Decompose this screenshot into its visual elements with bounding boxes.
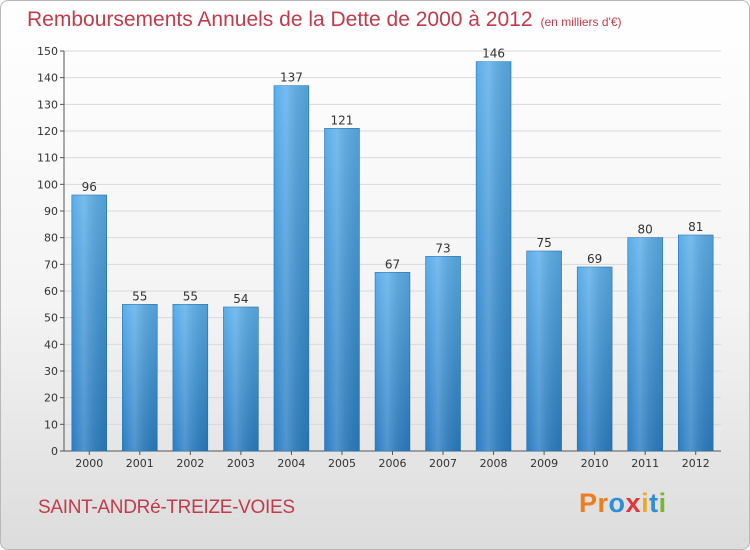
y-tick-label: 120 [37, 125, 58, 138]
bar-shine [627, 237, 663, 451]
value-labels: 96 2000 55 2001 55 2002 54 2003 137 2004 121 2005 67… [75, 47, 709, 470]
y-tick-label: 50 [44, 312, 58, 325]
y-tick-label: 80 [44, 232, 58, 245]
y-tick-label: 40 [44, 338, 58, 351]
chart-subtitle: (en milliers d'€) [540, 15, 622, 29]
value-label: 137 [280, 71, 303, 85]
y-tick-label: 70 [44, 258, 58, 271]
bar-shine [425, 256, 461, 451]
value-label: 55 [132, 289, 147, 303]
x-tick-label: 2004 [277, 457, 305, 470]
chart-title-text: Remboursements Annuels de la Dette de 20… [27, 8, 533, 31]
value-label: 73 [435, 241, 450, 255]
y-tick-label: 130 [37, 98, 58, 111]
value-label: 69 [587, 252, 602, 266]
value-label: 67 [385, 257, 400, 271]
logo-part: i [658, 488, 667, 518]
bar-shine [577, 267, 613, 451]
x-tick-label: 2006 [379, 457, 407, 470]
y-tick-label: 90 [44, 205, 58, 218]
bar-shine [273, 85, 309, 452]
bar-shine [324, 128, 360, 451]
commune-name: SAINT-ANDRé-TREIZE-VOIES [38, 497, 295, 518]
y-tick-label: 10 [44, 418, 58, 431]
x-tick-label: 2012 [682, 457, 710, 470]
x-tick-label: 2005 [328, 457, 356, 470]
value-label: 81 [688, 220, 703, 234]
x-tick-label: 2007 [429, 457, 457, 470]
y-tick-label: 150 [37, 45, 58, 58]
bars [71, 61, 714, 452]
x-tick-label: 2002 [176, 457, 204, 470]
y-tick-label: 100 [37, 178, 58, 191]
logo-part: x [625, 488, 642, 518]
y-tick-label: 110 [37, 152, 58, 165]
bar-shine [476, 61, 512, 452]
x-tick-label: 2000 [75, 457, 103, 470]
bar-shine [172, 304, 208, 451]
x-tick-label: 2001 [126, 457, 154, 470]
value-label: 80 [638, 223, 653, 237]
y-tick-label: 30 [44, 365, 58, 378]
x-tick-label: 2008 [480, 457, 508, 470]
y-tick-label: 140 [37, 72, 58, 85]
bar-shine [122, 304, 158, 451]
value-label: 54 [233, 292, 248, 306]
bar-shine [223, 307, 259, 451]
value-label: 146 [482, 47, 505, 61]
bar-shine [678, 235, 714, 451]
value-label: 121 [331, 113, 354, 127]
chart-title: Remboursements Annuels de la Dette de 20… [27, 8, 622, 32]
logo-part: t [649, 488, 659, 518]
y-tick-label: 60 [44, 285, 58, 298]
logo-part: i [641, 488, 650, 518]
y-tick-label: 0 [51, 445, 58, 458]
x-tick-label: 2010 [581, 457, 609, 470]
bar-shine [375, 272, 410, 451]
proxiti-logo[interactable]: Proxiti [579, 488, 667, 519]
x-tick-label: 2009 [530, 457, 558, 470]
bar-shine [526, 251, 562, 451]
value-label: 55 [183, 289, 198, 303]
value-label: 96 [82, 180, 97, 194]
value-label: 75 [536, 236, 551, 250]
logo-part: Pr [579, 488, 609, 518]
logo-part: o [608, 488, 626, 518]
y-tick-label: 20 [44, 392, 58, 405]
bar-shine [71, 195, 107, 451]
x-tick-label: 2003 [227, 457, 255, 470]
x-tick-label: 2011 [631, 457, 659, 470]
